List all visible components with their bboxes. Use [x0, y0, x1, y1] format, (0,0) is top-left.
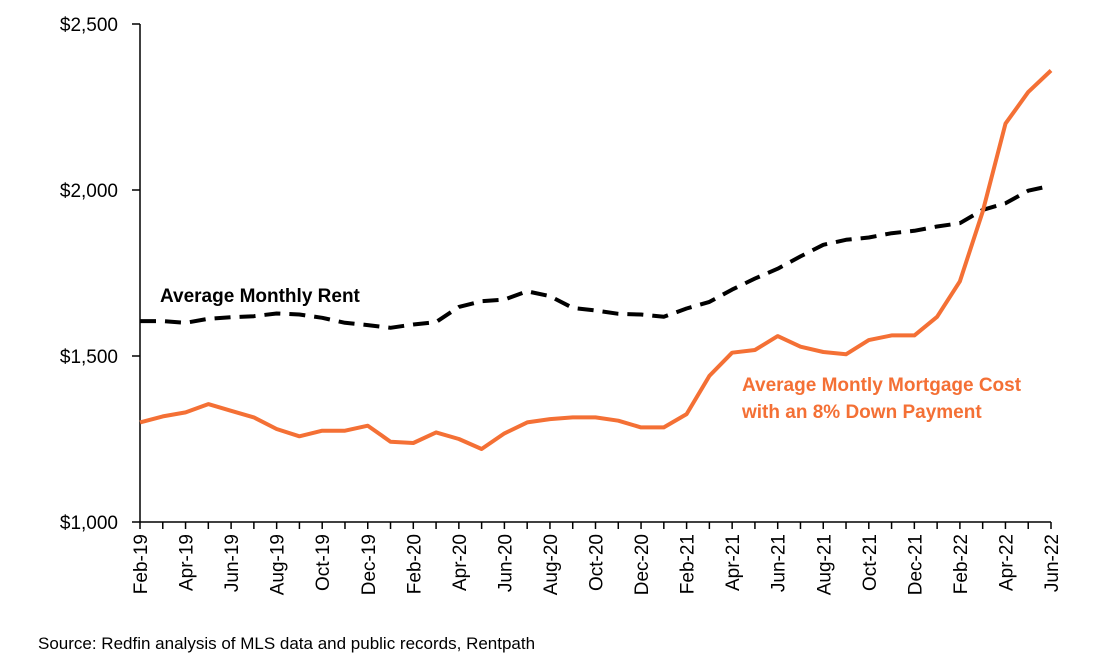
- y-axis: $1,000 $1,500 $2,000 $2,500: [60, 15, 141, 534]
- x-tick-label: Jun-20: [495, 534, 516, 592]
- x-tick-label: Jun-22: [1042, 534, 1063, 592]
- x-axis: Feb-19 Apr-19 Jun-19 Aug-19 Oct-19 Dec-19 Feb-…: [131, 521, 1063, 595]
- x-tick-label: Oct-20: [587, 534, 608, 591]
- x-tick-label: Dec-21: [905, 534, 926, 595]
- series-layer: [139, 69, 1053, 451]
- x-tick-label: Apr-21: [723, 534, 744, 591]
- mortgage-series-line: [139, 69, 1053, 451]
- rent-series-line: [140, 183, 1052, 330]
- x-tick-label: Jun-19: [222, 534, 243, 592]
- x-tick-label: Apr-20: [450, 534, 471, 591]
- x-tick-label: Jun-21: [769, 534, 790, 592]
- x-tick-label: Dec-20: [632, 534, 653, 595]
- x-tick-label: Oct-21: [860, 534, 881, 591]
- mortgage-series-label: with an 8% Down Payment: [741, 402, 982, 423]
- y-tick-label: $1,500: [60, 347, 118, 368]
- source-note: Source: Redfin analysis of MLS data and …: [38, 634, 536, 653]
- x-tick-label: Feb-20: [404, 534, 425, 594]
- y-tick-label: $2,000: [60, 181, 118, 202]
- line-chart: $1,000 $1,500 $2,000 $2,500 Feb-19 Apr-19 Jun…: [60, 15, 1063, 595]
- mortgage-series-label: Average Montly Mortgage Cost: [742, 375, 1022, 396]
- x-tick-label: Aug-20: [541, 534, 562, 595]
- x-tick-label: Oct-19: [313, 534, 334, 591]
- y-tick-label: $1,000: [60, 513, 118, 534]
- x-tick-label: Feb-19: [131, 534, 152, 594]
- x-tick-label: Aug-21: [814, 534, 835, 595]
- x-tick-label: Apr-19: [177, 534, 198, 591]
- x-tick-label: Apr-22: [996, 534, 1017, 591]
- annotation-layer: Average Monthly Rent Average Montly Mortg…: [160, 286, 1022, 423]
- rent-series-label: Average Monthly Rent: [160, 286, 361, 307]
- x-tick-label: Aug-19: [268, 534, 289, 595]
- x-tick-label: Dec-19: [359, 534, 380, 595]
- x-tick-label: Feb-21: [678, 534, 699, 594]
- x-tick-label: Feb-22: [951, 534, 972, 594]
- y-tick-label: $2,500: [60, 15, 118, 36]
